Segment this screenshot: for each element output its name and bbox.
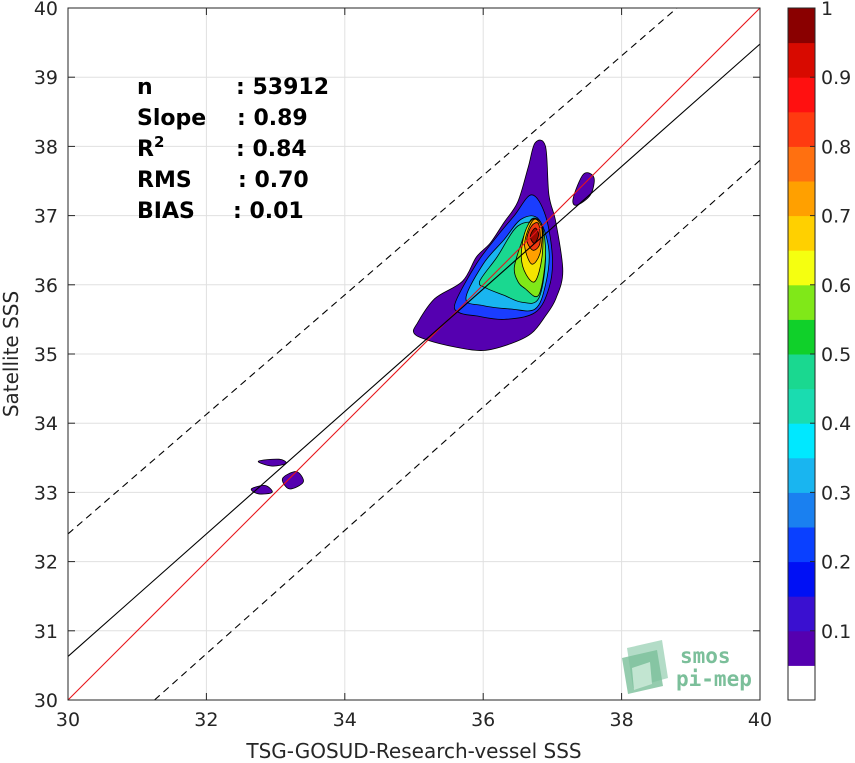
colorbar-segment xyxy=(788,42,815,78)
colorbar-tick-label: 0.9 xyxy=(821,67,851,89)
y-tick-label: 40 xyxy=(34,0,58,20)
reference-lines xyxy=(67,7,761,701)
y-tick-label: 31 xyxy=(34,621,58,643)
stat-label: R2 xyxy=(137,133,164,162)
colorbar-segment xyxy=(788,215,815,251)
y-tick-label: 38 xyxy=(34,136,58,158)
y-tick-label: 33 xyxy=(34,482,58,504)
x-tick-label: 30 xyxy=(56,709,80,731)
colorbar-segment xyxy=(788,319,815,355)
y-tick-label: 39 xyxy=(34,67,58,89)
colorbar-segment xyxy=(788,423,815,459)
stat-value: : 0.01 xyxy=(233,199,304,224)
density-contours xyxy=(250,139,595,495)
y-axis-label: Satellite SSS xyxy=(0,291,23,417)
colorbar-segment xyxy=(788,665,815,701)
colorbar-segment xyxy=(788,388,815,424)
colorbar-segment xyxy=(788,596,815,632)
one-to-one-line xyxy=(67,7,761,701)
colorbar-segment xyxy=(788,457,815,493)
x-axis-label: TSG-GOSUD-Research-vessel SSS xyxy=(245,739,581,763)
x-tick-label: 40 xyxy=(748,709,772,731)
colorbar-segment xyxy=(788,8,815,44)
colorbar-tick-label: 0.5 xyxy=(821,344,851,366)
colorbar-segment xyxy=(788,354,815,390)
colorbar-segment xyxy=(788,630,815,666)
colorbar-tick-label: 0.2 xyxy=(821,552,851,574)
stat-value: : 0.84 xyxy=(236,137,307,162)
stat-label: Slope xyxy=(137,106,206,131)
lower-bound-line xyxy=(154,159,761,701)
stat-label: BIAS xyxy=(137,199,195,224)
axis-ticks: 30 32 34 36 38 40 30 31 32 33 34 35 36 37 38 39 40 xyxy=(34,0,772,731)
logo-line2: pi-mep xyxy=(676,667,752,691)
x-tick-label: 32 xyxy=(194,709,218,731)
y-tick-label: 34 xyxy=(34,413,58,435)
colorbar-segment xyxy=(788,492,815,528)
colorbar: 0.1 0.2 0.3 0.4 0.5 0.6 0.7 0.8 0.9 1 xyxy=(787,0,851,701)
x-tick-label: 36 xyxy=(471,709,495,731)
colorbar-tick-label: 0.3 xyxy=(821,482,851,504)
y-tick-label: 30 xyxy=(34,690,58,712)
logo-graphic-icon xyxy=(622,640,668,694)
stats-box: n : 53912 Slope : 0.89 R2 : 0.84 RMS : 0.70 BIAS… xyxy=(137,75,329,224)
colorbar-tick-label: 0.8 xyxy=(821,136,851,158)
stat-value: : 0.89 xyxy=(237,106,308,131)
x-tick-label: 38 xyxy=(610,709,634,731)
y-tick-label: 37 xyxy=(34,206,58,228)
stat-value: : 53912 xyxy=(236,75,329,100)
colorbar-segment xyxy=(788,181,815,217)
colorbar-segment xyxy=(788,527,815,563)
colorbar-tick-label: 0.1 xyxy=(821,621,851,643)
colorbar-tick-label: 1 xyxy=(821,0,833,20)
colorbar-tick-label: 0.7 xyxy=(821,206,851,228)
colorbar-segment xyxy=(788,146,815,182)
colorbar-segment xyxy=(788,111,815,147)
contour-level-4 xyxy=(281,471,304,490)
regression-line xyxy=(67,43,761,657)
colorbar-segment xyxy=(788,561,815,597)
logo-line1: smos xyxy=(680,644,731,668)
upper-bound-line xyxy=(67,7,678,535)
x-tick-label: 34 xyxy=(333,709,357,731)
stat-label: n xyxy=(137,75,153,100)
colorbar-segment xyxy=(788,250,815,286)
contour-level-3 xyxy=(257,458,287,467)
y-tick-label: 35 xyxy=(34,344,58,366)
stat-value: : 0.70 xyxy=(238,168,309,193)
contour-level-2 xyxy=(250,485,273,495)
colorbar-tick-label: 0.6 xyxy=(821,275,851,297)
stat-label-sup: 2 xyxy=(154,133,164,151)
y-tick-label: 36 xyxy=(34,275,58,297)
contour-level-1 xyxy=(572,172,595,206)
y-tick-label: 32 xyxy=(34,552,58,574)
colorbar-segment xyxy=(788,284,815,320)
colorbar-segment xyxy=(788,77,815,113)
colorbar-tick-label: 0.4 xyxy=(821,413,851,435)
stat-label: RMS xyxy=(137,168,192,193)
smos-logo: smos pi-mep xyxy=(622,640,752,694)
